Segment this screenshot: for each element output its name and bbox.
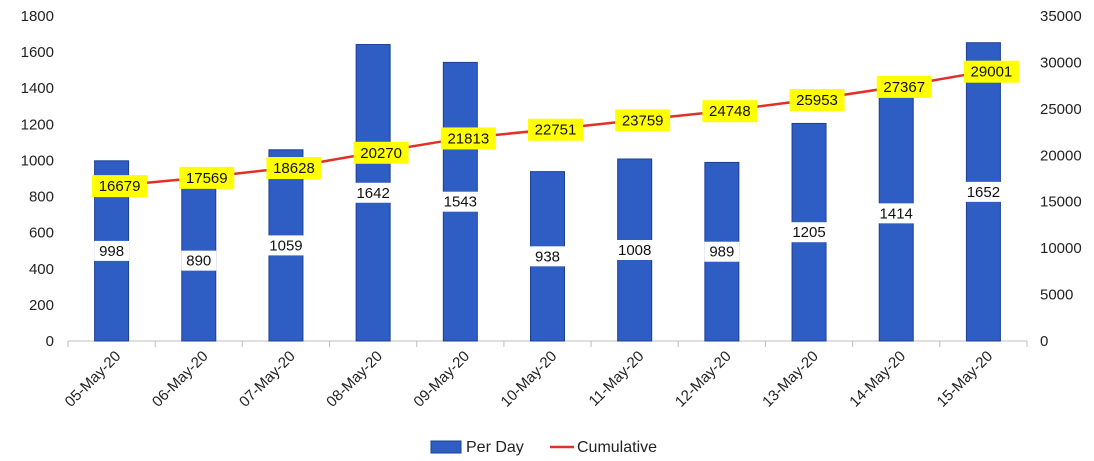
per-day-label-box: [704, 241, 740, 262]
cumulative-data-label: 20270: [360, 145, 402, 162]
right-y-axis: 0 5000 10000 15000 20000 25000 30000 35000: [1040, 8, 1082, 350]
right-axis-tick-label: 30000: [1040, 54, 1082, 71]
left-y-axis: 0 200 400 600 800 1000 1200 1400 1600 1800: [21, 8, 54, 350]
per-day-label-box: [874, 203, 919, 224]
per-day-label-box: [612, 240, 657, 260]
x-axis-tick-label: 05-May-20: [62, 348, 125, 411]
left-axis-tick-label: 1400: [21, 80, 54, 97]
x-axis-tick-label: 08-May-20: [323, 348, 386, 411]
per-day-label-box: [263, 235, 308, 256]
cumulative-data-label: 16679: [99, 178, 141, 195]
legend-swatch-per-day: [430, 440, 462, 454]
right-axis-tick-label: 10000: [1040, 240, 1082, 257]
per-day-bars: [94, 42, 1001, 342]
per-day-data-label: 1642: [356, 185, 389, 202]
per-day-label-box: [787, 222, 832, 243]
x-axis-tick-label: 14-May-20: [846, 348, 909, 411]
legend-label-per-day: Per Day: [466, 439, 524, 456]
left-axis-tick-label: 800: [29, 189, 54, 206]
cumulative-data-label: 17569: [186, 170, 228, 187]
per-day-data-label: 1543: [444, 194, 477, 211]
per-day-data-label: 1008: [618, 242, 651, 259]
cumulative-data-label: 21813: [447, 130, 489, 147]
per-day-data-label: 890: [186, 253, 211, 270]
right-axis-tick-label: 35000: [1040, 8, 1082, 25]
cumulative-data-label: 22751: [535, 122, 577, 139]
per-day-data-labels: 998 890 1059 1642 1543 938 1008 989 1205 1414 1652: [94, 181, 1006, 271]
left-axis-tick-label: 400: [29, 261, 54, 278]
per-day-data-label: 1652: [967, 184, 1000, 201]
cumulative-label-box: [702, 100, 758, 123]
left-axis-tick-label: 0: [46, 333, 54, 350]
cumulative-data-label: 18628: [273, 160, 315, 177]
x-axis-tick-label: 11-May-20: [586, 348, 648, 410]
per-day-label-box: [438, 191, 483, 212]
cumulative-label-box: [876, 75, 932, 98]
x-axis-tick-label: 09-May-20: [410, 348, 473, 411]
right-axis-tick-label: 0: [1040, 333, 1048, 350]
right-axis-tick-label: 15000: [1040, 194, 1082, 211]
cumulative-label-box: [615, 109, 671, 132]
per-day-label-box: [351, 182, 396, 203]
per-day-label-box: [530, 246, 565, 267]
x-axis-tick-label: 07-May-20: [236, 348, 299, 411]
cumulative-data-label: 27367: [883, 79, 925, 96]
per-day-data-label: 998: [99, 243, 124, 260]
cumulative-label-box: [789, 89, 845, 112]
left-axis-tick-label: 1000: [21, 152, 54, 169]
cumulative-label-box: [353, 141, 409, 164]
cumulative-data-labels: 16679 17569 18628 20270 21813 22751 23759 24748…: [92, 60, 1019, 198]
left-axis-tick-label: 200: [29, 297, 54, 314]
cumulative-label-box: [440, 127, 496, 150]
left-axis-tick-label: 1600: [21, 44, 54, 61]
cumulative-label-box: [266, 157, 322, 180]
per-day-data-label: 989: [709, 244, 734, 261]
right-axis-tick-label: 20000: [1040, 147, 1082, 164]
cumulative-label-box: [179, 166, 235, 189]
per-day-data-label: 1414: [880, 205, 913, 222]
cumulative-label-box: [528, 118, 583, 141]
per-day-label-box: [961, 181, 1006, 202]
per-day-data-label: 1059: [269, 237, 302, 254]
x-axis: 05-May-20 06-May-20 07-May-20 08-May-20 09-M…: [62, 340, 1028, 411]
x-axis-tick-label: 10-May-20: [498, 348, 561, 411]
per-day-data-label: 938: [535, 248, 560, 265]
right-axis-tick-label: 25000: [1040, 101, 1082, 118]
cumulative-label-box: [92, 175, 148, 198]
left-axis-tick-label: 1200: [21, 116, 54, 133]
x-axis-tick-label: 06-May-20: [149, 348, 212, 411]
x-axis-tick-label: 13-May-20: [759, 348, 822, 411]
right-axis-tick-label: 5000: [1040, 287, 1073, 304]
cumulative-data-label: 25953: [796, 92, 838, 109]
per-day-label-box: [181, 250, 217, 271]
legend-label-cumulative: Cumulative: [577, 439, 657, 456]
left-axis-tick-label: 600: [29, 225, 54, 242]
cumulative-label-box: [963, 60, 1019, 83]
x-axis-tick-label: 12-May-20: [672, 348, 735, 411]
cumulative-data-label: 24748: [709, 103, 751, 120]
cumulative-data-label: 23759: [622, 112, 664, 129]
cumulative-data-label: 29001: [971, 64, 1013, 81]
legend: Per Day Cumulative: [430, 439, 657, 456]
left-axis-tick-label: 1800: [21, 8, 54, 25]
per-day-data-label: 1205: [792, 224, 825, 241]
per-day-label-box: [94, 240, 130, 261]
x-axis-tick-label: 15-May-20: [934, 348, 997, 411]
